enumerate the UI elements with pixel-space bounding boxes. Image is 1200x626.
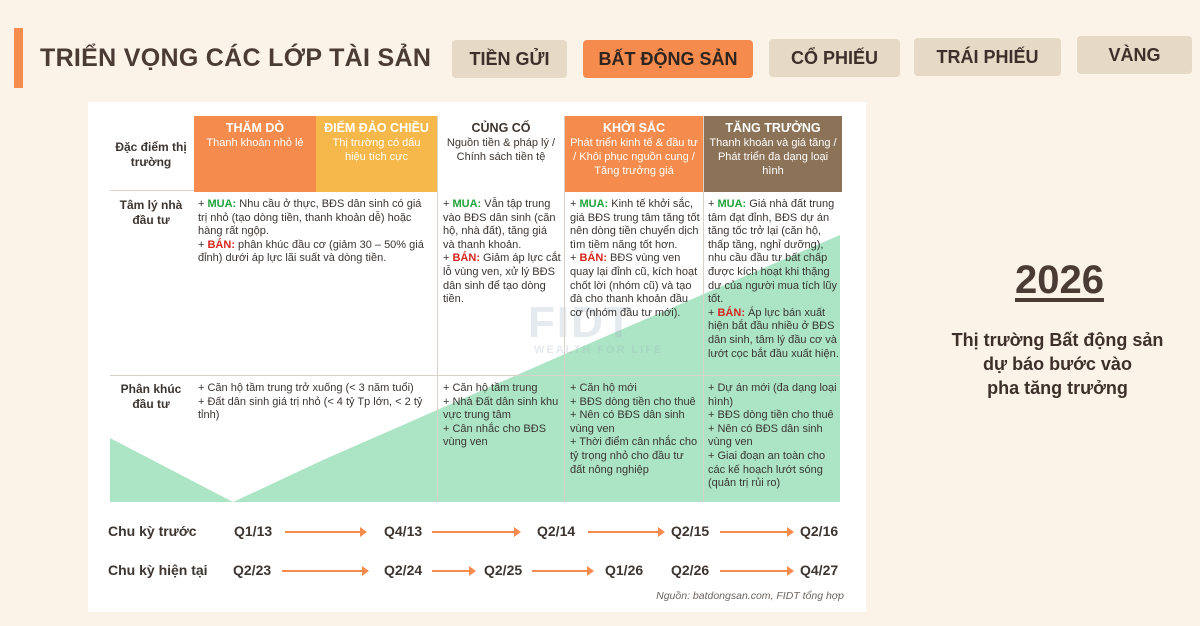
tab-bat-dong-san[interactable]: BẤT ĐỘNG SẢN — [583, 40, 753, 78]
phase-header-tang-truong: TĂNG TRƯỞNG Thanh khoản và giá tăng / Ph… — [704, 116, 842, 192]
tab-vang[interactable]: VÀNG — [1077, 36, 1192, 74]
row-label-tam-ly: Tâm lý nhà đầu tư — [119, 198, 183, 227]
quarter-label: Q1/13 — [234, 523, 273, 539]
market-cycle-card: FIDT WEALTH FOR LIFE Đặc điểm thị trường… — [88, 102, 866, 612]
sentiment-cell: + MUA: Vẫn tập trung vào BĐS dân sinh (c… — [443, 198, 561, 306]
phase-header-diem-dao-chieu: ĐIỂM ĐẢO CHIỀU Thị trường có dấu hiệu tí… — [316, 116, 437, 192]
title-accent-bar — [14, 28, 23, 88]
arrow-icon — [432, 566, 476, 576]
phase-header-khoi-sac: KHỞI SẮC Phát triển kinh tế & đầu tư / K… — [565, 116, 703, 192]
row-label-phan-khuc: Phân khúc đầu tư — [120, 382, 182, 411]
quarter-label: Q2/16 — [800, 523, 839, 539]
cycle-label-current: Chu kỳ hiện tại — [108, 562, 208, 578]
segment-cell: + Dự án mới (đa dạng loại hình) + BĐS dò… — [708, 382, 837, 490]
quarter-label: Q2/24 — [384, 562, 423, 578]
arrow-icon — [282, 566, 369, 576]
corner-label: Đặc điểm thị trường — [115, 140, 187, 169]
column-divider — [564, 116, 565, 502]
quarter-label: Q1/26 — [605, 562, 644, 578]
quarter-label: Q2/25 — [484, 562, 523, 578]
page-title: TRIỂN VỌNG CÁC LỚP TÀI SẢN — [40, 44, 432, 72]
arrow-icon — [720, 527, 794, 537]
sentiment-cell: + MUA: Giá nhà đất trung tâm đạt đỉnh, B… — [708, 198, 839, 360]
quarter-label: Q2/23 — [233, 562, 272, 578]
column-divider — [437, 116, 438, 502]
sentiment-cell: + MUA: Nhu cầu ở thực, BĐS dân sinh có g… — [198, 198, 424, 265]
column-divider — [703, 116, 704, 502]
forecast-text: Thị trường Bất động sản dự báo bước vào … — [951, 330, 1164, 398]
segment-cell: + Căn hộ mới + BĐS dòng tiền cho thuê + … — [570, 382, 698, 476]
source-note: Nguồn: batdongsan.com, FIDT tổng hợp — [656, 590, 844, 602]
sentiment-cell: + MUA: Kinh tế khởi sắc, giá BĐS trung t… — [570, 198, 700, 319]
row-divider — [110, 375, 840, 376]
quarter-label: Q4/13 — [384, 523, 423, 539]
arrow-icon — [720, 566, 794, 576]
tab-trai-phieu[interactable]: TRÁI PHIẾU — [914, 38, 1061, 76]
quarter-label: Q2/26 — [671, 562, 710, 578]
quarter-label: Q4/27 — [800, 562, 839, 578]
arrow-icon — [285, 527, 367, 537]
segment-cell: + Căn hộ tầm trung trở xuống (< 3 năm tu… — [198, 382, 423, 422]
phase-header-cung-co: CỦNG CỐ Nguồn tiền & pháp lý / Chính sác… — [438, 116, 564, 192]
tab-co-phieu[interactable]: CỔ PHIẾU — [769, 39, 900, 77]
growth-area-chart — [110, 235, 840, 502]
watermark-logo: FIDT WEALTH FOR LIFE — [528, 298, 664, 356]
growth-area — [110, 235, 840, 502]
arrow-icon — [432, 527, 521, 537]
cycle-label-previous: Chu kỳ trước — [108, 523, 197, 539]
arrow-icon — [532, 566, 594, 576]
arrow-icon — [588, 527, 665, 537]
forecast-year: 2026 — [1015, 258, 1104, 302]
phase-header-tham-do: THĂM DÒ Thanh khoản nhỏ lẻ — [194, 116, 316, 192]
quarter-label: Q2/15 — [671, 523, 710, 539]
tab-tien-gui[interactable]: TIỀN GỬI — [452, 40, 567, 78]
segment-cell: + Căn hộ tầm trung + Nhà Đất dân sinh kh… — [443, 382, 559, 449]
quarter-label: Q2/14 — [537, 523, 576, 539]
